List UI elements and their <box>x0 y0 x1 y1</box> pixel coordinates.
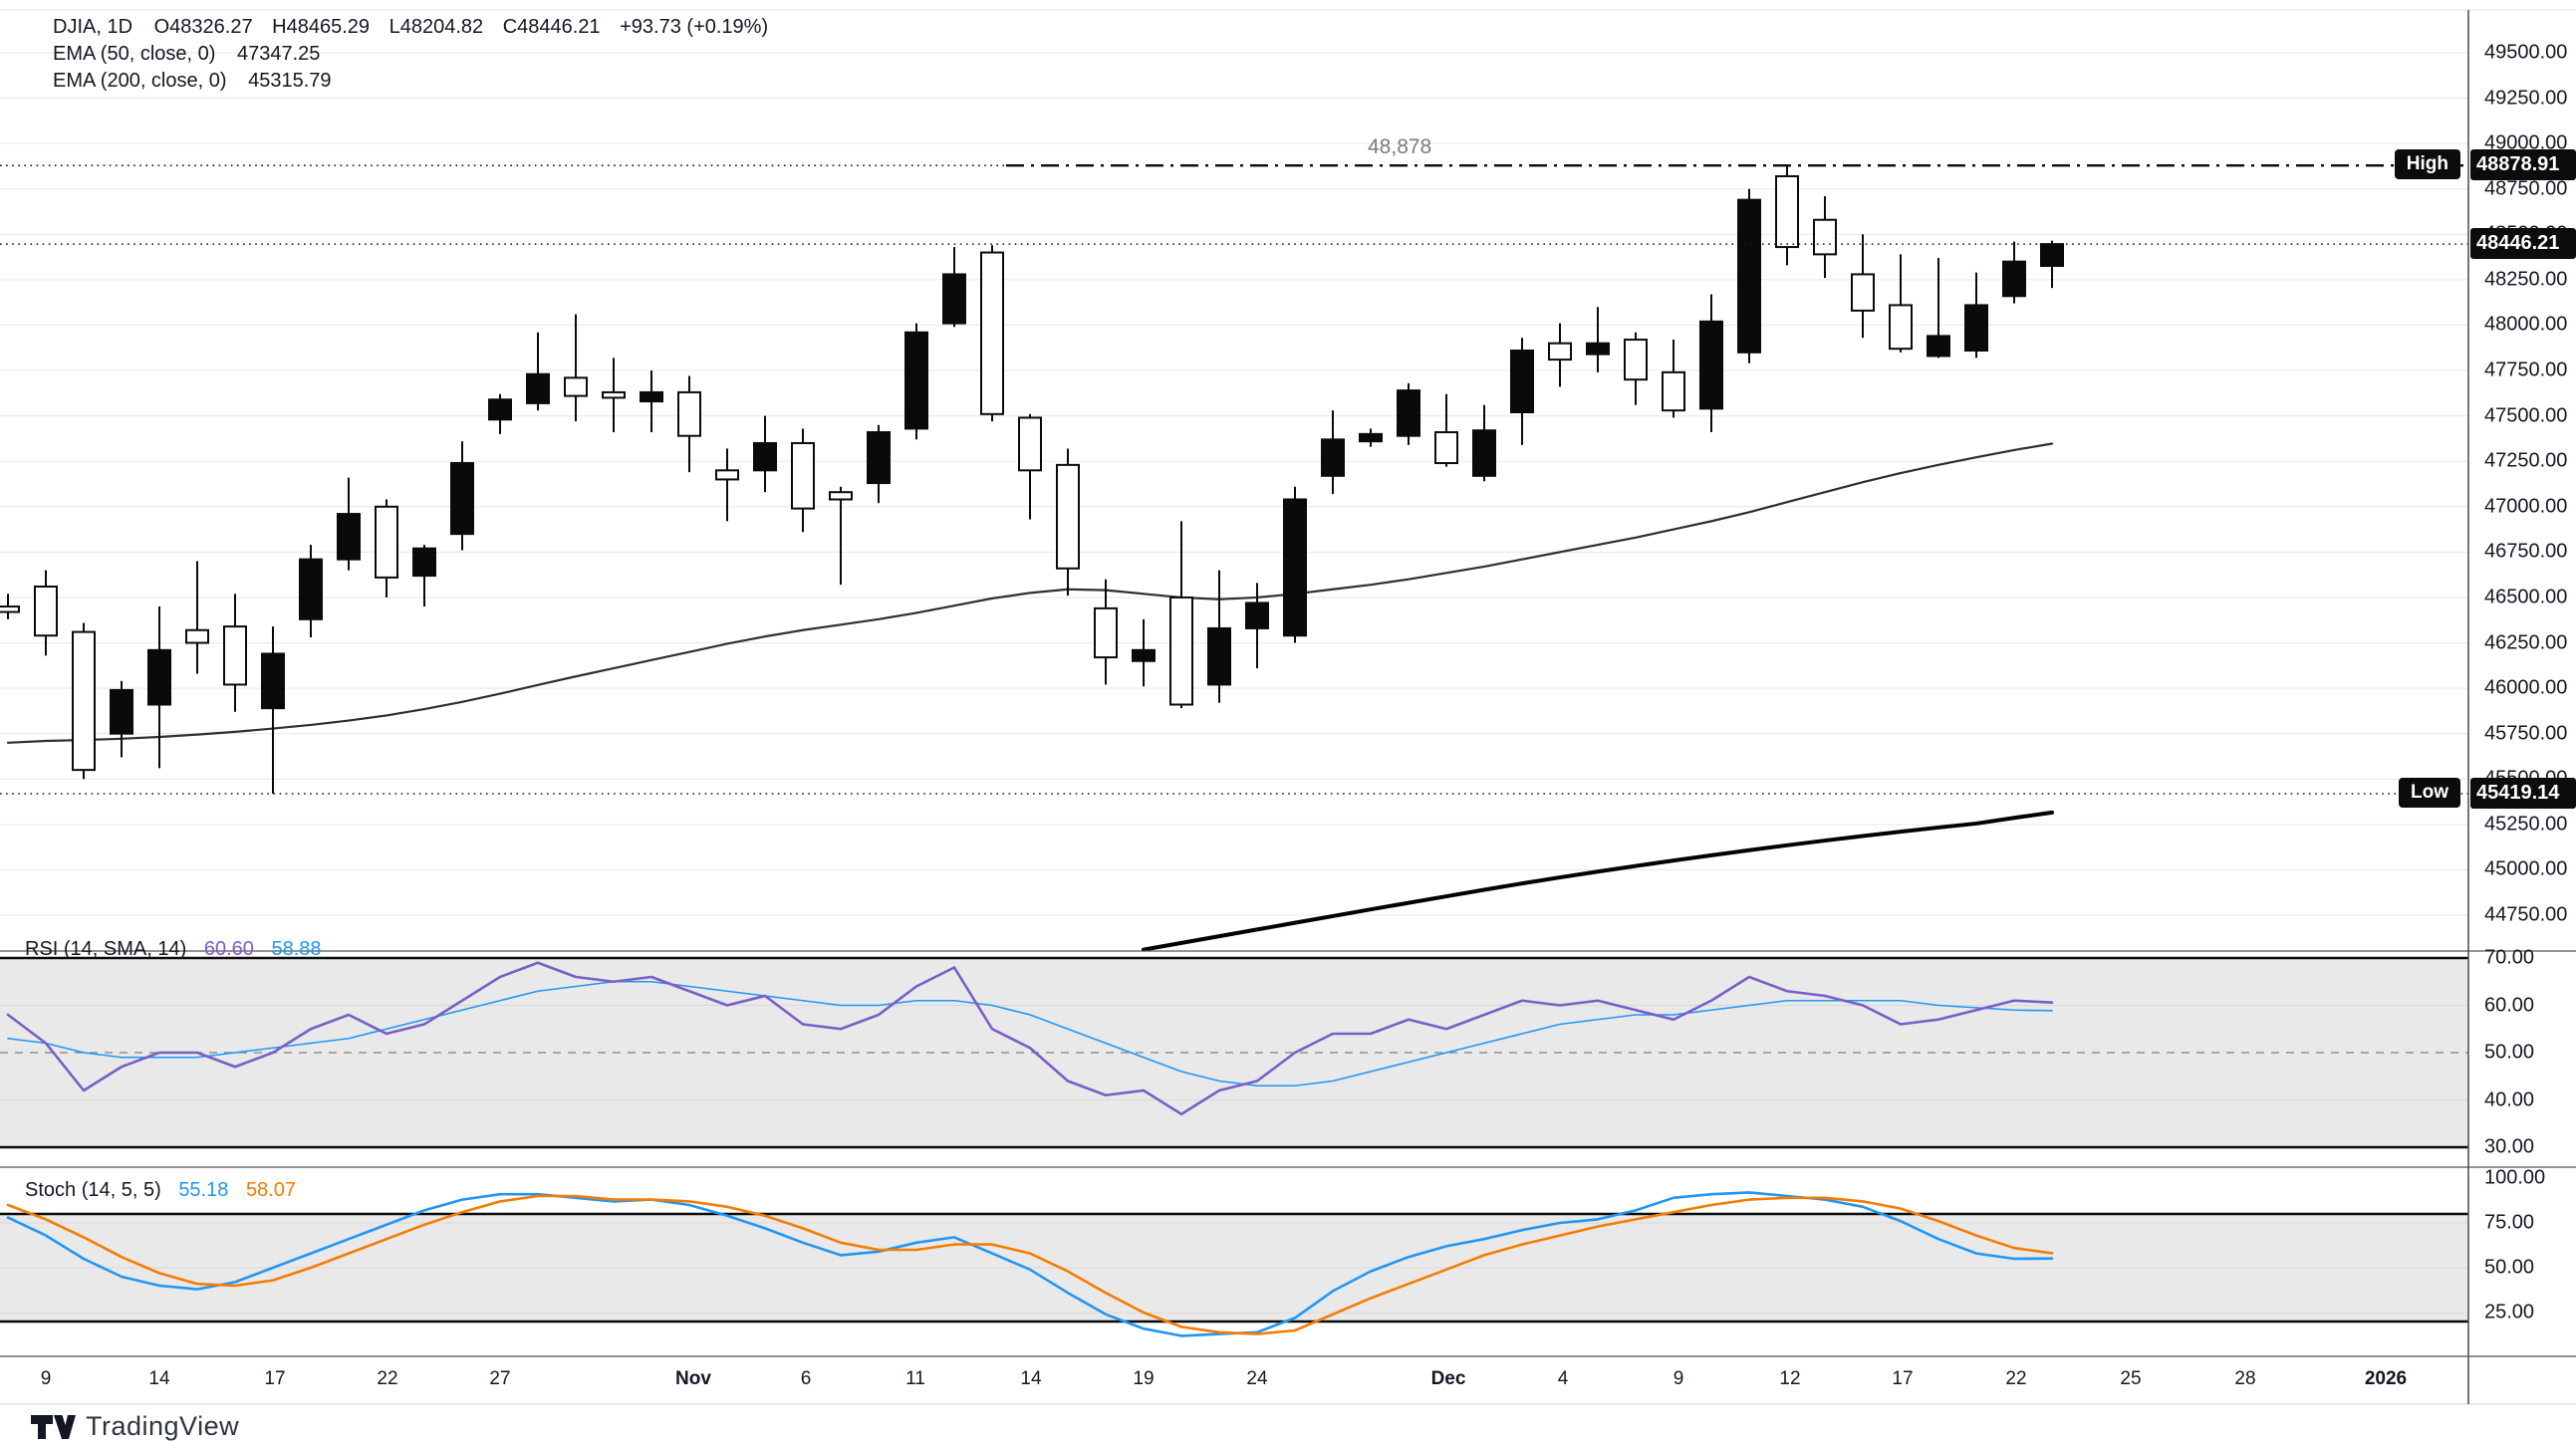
rsi-legend[interactable]: RSI (14, SMA, 14) 60.60 58.88 <box>25 938 322 961</box>
rsi-tick-label: 50.00 <box>2484 1041 2535 1064</box>
time-tick-label[interactable]: 17 <box>264 1368 286 1389</box>
price-tick-label: 45250.00 <box>2484 813 2568 836</box>
price-tick-label: 45750.00 <box>2484 722 2568 745</box>
price-tick-label: 48000.00 <box>2484 313 2568 336</box>
time-tick-label[interactable]: Dec <box>1430 1368 1466 1389</box>
rsi-title[interactable]: RSI (14, SMA, 14) <box>25 938 187 960</box>
time-tick-label[interactable]: 6 <box>800 1368 812 1389</box>
high-value: H48465.29 <box>272 16 371 38</box>
price-tick-label: 48250.00 <box>2484 268 2568 291</box>
low-value: L48204.82 <box>388 16 484 38</box>
stoch-tick-label: 50.00 <box>2484 1256 2535 1279</box>
symbol-legend: DJIA, 1D O48326.27 H48465.29 L48204.82 C… <box>53 14 782 95</box>
rsi-ma-value: 58.88 <box>271 938 322 960</box>
rsi-tick-label: 70.00 <box>2484 946 2535 969</box>
price-tick-label: 48750.00 <box>2484 177 2568 200</box>
tradingview-logo-icon <box>31 1414 76 1439</box>
price-tick-label: 47500.00 <box>2484 404 2568 427</box>
time-tick-label[interactable]: 2026 <box>2364 1368 2408 1389</box>
time-tick-label[interactable]: 11 <box>905 1368 925 1389</box>
low-marker-chip: Low <box>2399 778 2460 808</box>
rsi-tick-label: 60.00 <box>2484 994 2535 1016</box>
price-tick-label: 49500.00 <box>2484 41 2568 64</box>
stoch-d-value: 58.07 <box>245 1179 296 1201</box>
time-tick-label[interactable]: 12 <box>1779 1368 1801 1389</box>
stoch-title[interactable]: Stoch (14, 5, 5) <box>25 1179 161 1201</box>
time-tick-label[interactable]: 4 <box>1557 1368 1569 1389</box>
price-tick-label: 46000.00 <box>2484 676 2568 699</box>
price-tick-label: 47000.00 <box>2484 495 2568 518</box>
time-tick-label[interactable]: 19 <box>1133 1368 1155 1389</box>
price-tick-label: 46250.00 <box>2484 631 2568 654</box>
time-tick-label[interactable]: 17 <box>1892 1368 1914 1389</box>
rsi-value: 60.60 <box>203 938 254 960</box>
horizontal-line-label[interactable]: 48,878 <box>1368 135 1432 159</box>
time-tick-label[interactable]: 22 <box>377 1368 398 1389</box>
price-tick-label: 44750.00 <box>2484 903 2568 926</box>
time-tick-label[interactable]: 22 <box>2005 1368 2027 1389</box>
time-tick-label[interactable]: 25 <box>2120 1368 2142 1389</box>
stoch-k-value: 55.18 <box>178 1179 229 1201</box>
price-tick-label: 45000.00 <box>2484 857 2568 880</box>
stoch-tick-label: 25.00 <box>2484 1301 2535 1323</box>
ema50-value: 47347.25 <box>236 43 321 65</box>
rsi-tick-label: 30.00 <box>2484 1135 2535 1158</box>
stoch-legend[interactable]: Stoch (14, 5, 5) 55.18 58.07 <box>25 1179 296 1202</box>
time-tick-label[interactable]: 27 <box>489 1368 511 1389</box>
last-price-badge: 48446.21 <box>2470 228 2576 260</box>
ema200-row[interactable]: EMA (200, close, 0) 45315.79 <box>53 68 782 95</box>
price-tick-label: 47250.00 <box>2484 449 2568 472</box>
stoch-tick-label: 75.00 <box>2484 1211 2535 1234</box>
price-tick-label: 46500.00 <box>2484 586 2568 608</box>
ema200-value: 45315.79 <box>248 70 332 92</box>
stoch-tick-label: 100.00 <box>2484 1166 2546 1189</box>
time-tick-label[interactable]: 9 <box>40 1368 52 1389</box>
price-tick-label: 49000.00 <box>2484 131 2568 154</box>
high-price-badge: 48878.91 <box>2470 149 2576 181</box>
time-tick-label[interactable]: 24 <box>1246 1368 1268 1389</box>
price-tick-label: 47750.00 <box>2484 359 2568 381</box>
ema200-label[interactable]: EMA (200, close, 0) <box>53 70 227 92</box>
ema50-row[interactable]: EMA (50, close, 0) 47347.25 <box>53 41 782 68</box>
low-price-badge: 45419.14 <box>2470 778 2576 809</box>
price-tick-label: 46750.00 <box>2484 540 2568 563</box>
time-tick-label[interactable]: 14 <box>148 1368 170 1389</box>
price-tick-label: 49250.00 <box>2484 87 2568 110</box>
open-value: O48326.27 <box>153 16 253 38</box>
high-marker-chip: High <box>2394 149 2460 180</box>
ohlc-row[interactable]: DJIA, 1D O48326.27 H48465.29 L48204.82 C… <box>53 14 782 41</box>
time-tick-label[interactable]: 28 <box>2234 1368 2256 1389</box>
tradingview-logo-text: TradingView <box>86 1411 240 1441</box>
rsi-tick-label: 40.00 <box>2484 1088 2535 1110</box>
time-tick-label[interactable]: 9 <box>1673 1368 1684 1389</box>
time-tick-label[interactable]: 14 <box>1020 1368 1042 1389</box>
close-value: C48446.21 <box>502 16 601 38</box>
time-tick-label[interactable]: Nov <box>675 1368 711 1389</box>
ema50-label[interactable]: EMA (50, close, 0) <box>53 43 216 65</box>
change-value: +93.73 (+0.19%) <box>620 16 769 38</box>
symbol-title[interactable]: DJIA, 1D <box>53 16 133 38</box>
tradingview-logo[interactable]: TradingView <box>30 1411 239 1442</box>
